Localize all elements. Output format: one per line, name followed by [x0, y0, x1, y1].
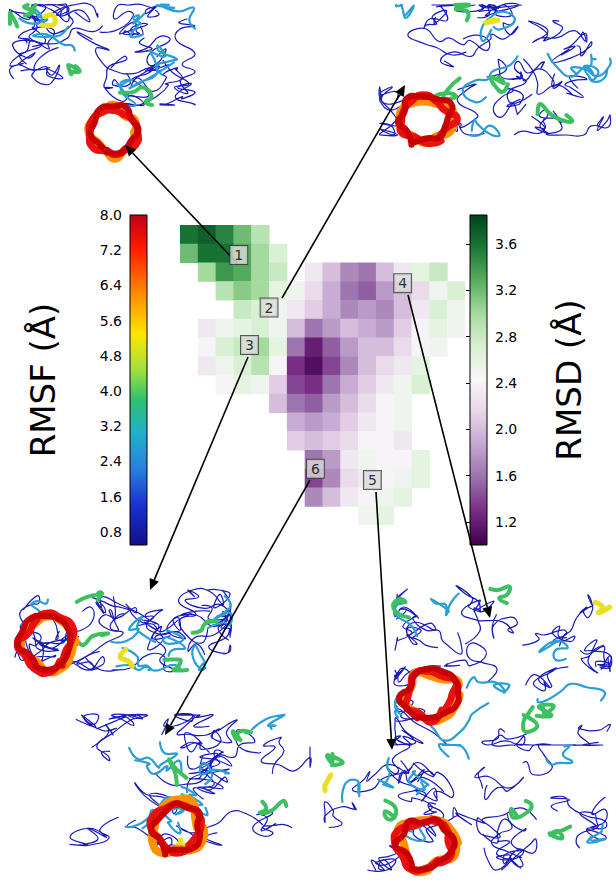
svg-text:1.6: 1.6 [495, 468, 517, 484]
svg-text:1.6: 1.6 [100, 489, 122, 505]
svg-text:2.4: 2.4 [100, 453, 122, 469]
svg-text:2.8: 2.8 [495, 329, 517, 345]
svg-text:RMSD (Å): RMSD (Å) [549, 299, 589, 460]
svg-text:4.0: 4.0 [100, 383, 122, 399]
svg-text:3: 3 [245, 337, 254, 353]
svg-text:RMSF (Å): RMSF (Å) [23, 303, 63, 458]
svg-text:2.4: 2.4 [495, 375, 517, 391]
svg-text:7.2: 7.2 [100, 242, 122, 258]
svg-text:5.6: 5.6 [100, 313, 122, 329]
svg-text:1.2: 1.2 [495, 514, 517, 530]
svg-text:3.2: 3.2 [495, 282, 517, 298]
svg-text:5: 5 [368, 472, 377, 488]
svg-text:4: 4 [398, 275, 407, 291]
svg-text:2: 2 [265, 300, 274, 316]
svg-text:3.2: 3.2 [100, 418, 122, 434]
svg-text:6.4: 6.4 [100, 277, 122, 293]
svg-text:8.0: 8.0 [100, 207, 122, 223]
svg-text:1: 1 [234, 247, 243, 263]
svg-text:3.6: 3.6 [495, 236, 517, 252]
svg-text:0.8: 0.8 [100, 524, 122, 540]
svg-text:4.8: 4.8 [100, 348, 122, 364]
svg-text:2.0: 2.0 [495, 421, 517, 437]
svg-text:6: 6 [311, 461, 320, 477]
